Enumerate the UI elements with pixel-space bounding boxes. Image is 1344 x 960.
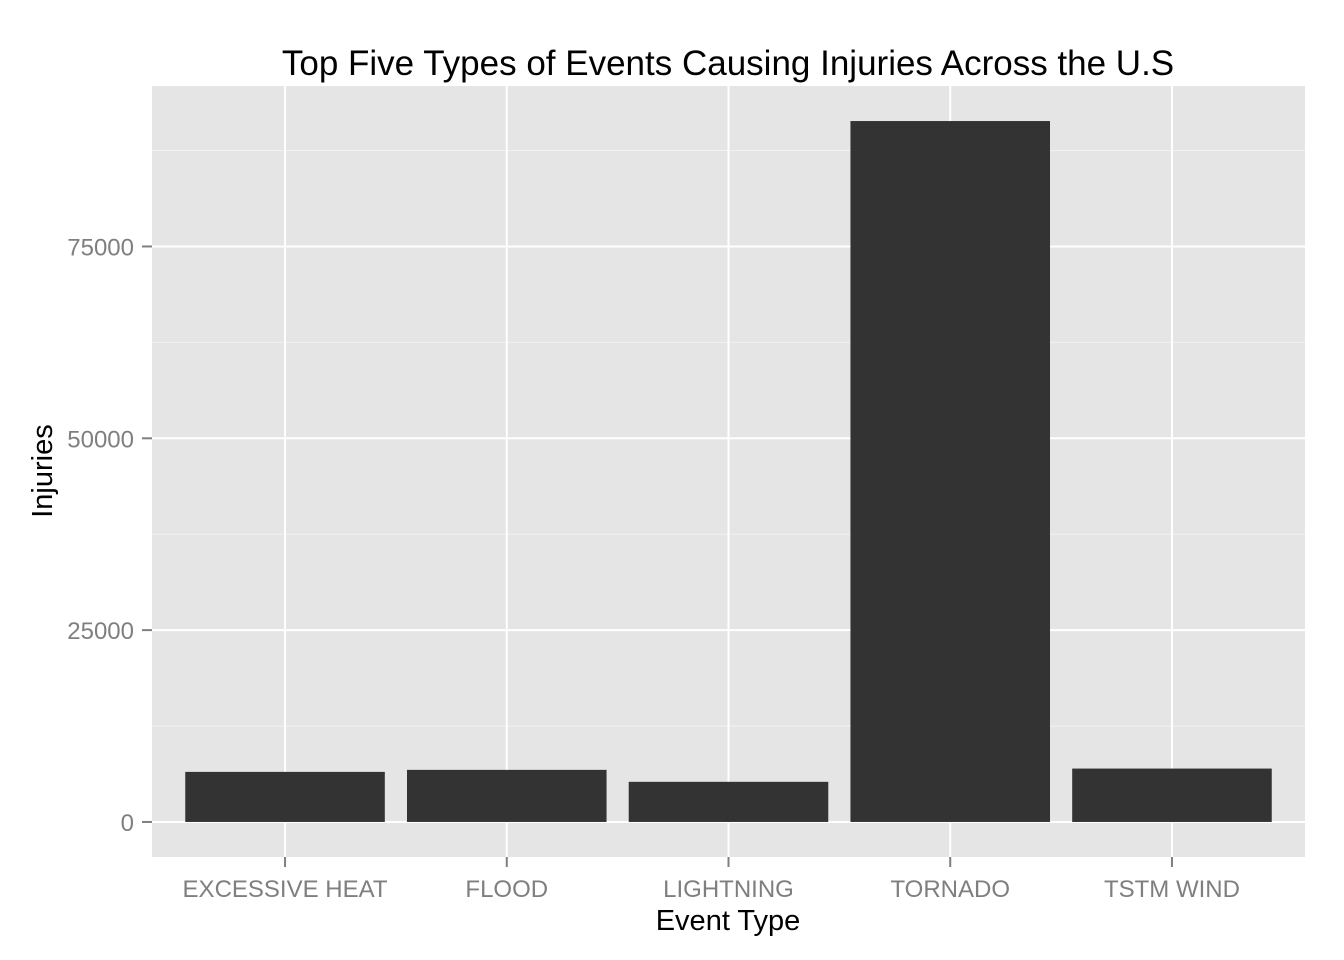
x-tick-label: FLOOD (465, 876, 548, 903)
bar (850, 121, 1051, 822)
x-axis: EXCESSIVE HEAT FLOOD LIGHTNING TORNADO TSTM … (183, 857, 1240, 903)
x-tick-label: EXCESSIVE HEAT (183, 876, 388, 903)
x-tick-label: TSTM WIND (1104, 876, 1240, 903)
chart-title: Top Five Types of Events Causing Injurie… (282, 44, 1174, 83)
bar (406, 769, 607, 822)
x-tick-label: LIGHTNING (663, 876, 794, 903)
y-tick-label: 75000 (67, 234, 134, 261)
bar (185, 771, 385, 822)
bar (1072, 768, 1272, 822)
bar (628, 781, 829, 822)
y-tick-label: 50000 (67, 426, 134, 453)
x-tick-label: TORNADO (890, 876, 1010, 903)
y-tick-label: 0 (121, 810, 134, 837)
major-gridlines (152, 86, 1305, 857)
y-axis-title: Injuries (27, 424, 59, 518)
y-axis: 0 25000 50000 75000 (67, 234, 152, 837)
bars (185, 121, 1272, 822)
y-tick-label: 25000 (67, 618, 134, 645)
x-axis-title: Event Type (656, 905, 801, 937)
